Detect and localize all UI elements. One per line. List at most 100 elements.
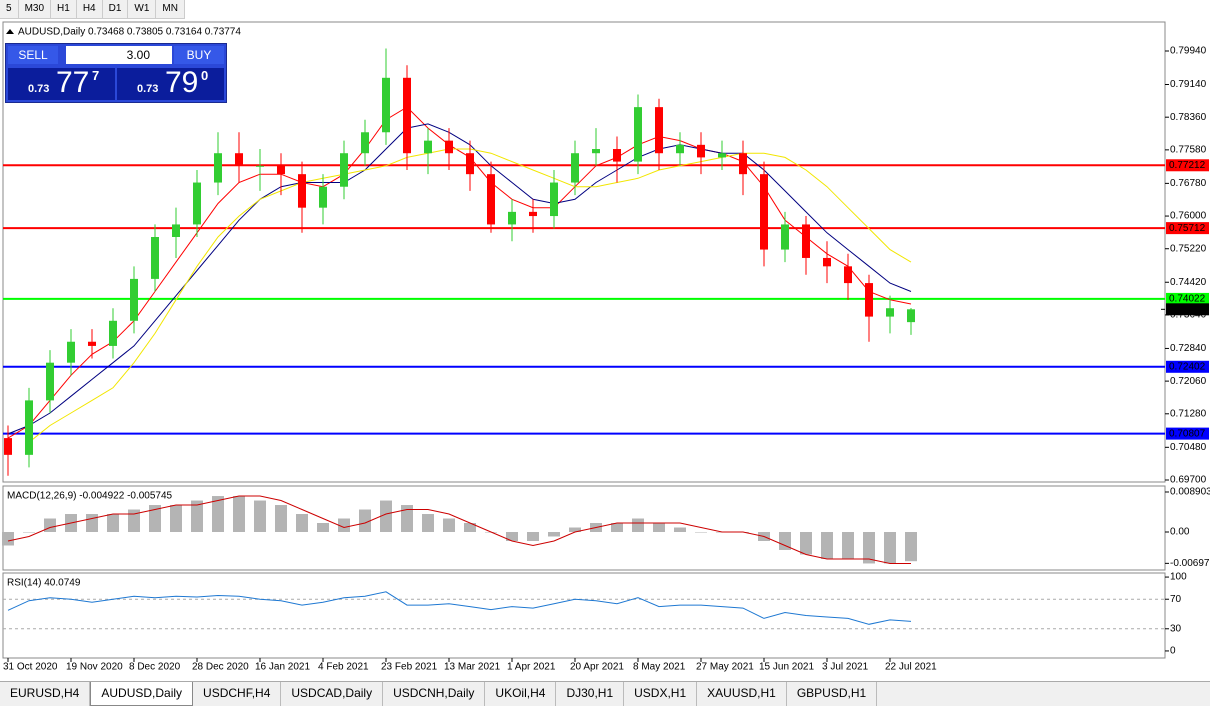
macd-bar <box>191 500 203 532</box>
timeframe-button[interactable]: MN <box>156 0 185 18</box>
macd-bar <box>464 523 476 532</box>
rsi-panel <box>2 572 1166 659</box>
level-label-box <box>1166 292 1209 305</box>
candle-body <box>4 438 12 455</box>
moving-average <box>7 123 912 435</box>
x-tick-label: 8 Dec 2020 <box>129 662 181 673</box>
y-tick-label: 0.72840 <box>1170 343 1207 354</box>
candle-body <box>109 320 117 346</box>
macd-bar <box>569 527 581 532</box>
y-tick-label: -0.006977 <box>1170 558 1210 569</box>
macd-bar <box>149 505 161 532</box>
macd-bar <box>170 505 182 532</box>
y-tick-label: 0.69700 <box>1170 475 1207 486</box>
chart-tab[interactable]: USDX,H1 <box>624 682 698 706</box>
macd-bar <box>317 523 329 532</box>
chart-tab[interactable]: USDCNH,Daily <box>383 682 486 706</box>
candle-body <box>25 400 33 455</box>
moving-average <box>28 148 912 443</box>
chart-tab[interactable]: USDCHF,H4 <box>193 682 282 706</box>
candle-body <box>802 224 810 258</box>
level-label-box <box>1166 159 1209 172</box>
level-label-box <box>1166 222 1209 235</box>
macd-bar <box>254 500 266 532</box>
timeframe-toolbar: 5 M30 H1 H4 D1 W1 MN <box>0 0 185 19</box>
timeframe-button[interactable]: H4 <box>77 0 103 18</box>
lot-input[interactable]: 3.00 <box>66 46 172 64</box>
panel-title: RSI(14) 40.0749 <box>7 578 81 589</box>
macd-bar <box>380 500 392 532</box>
x-tick-label: 4 Feb 2021 <box>318 662 369 673</box>
macd-bar <box>128 509 140 532</box>
ask-quote[interactable]: 0.73 79 0 <box>117 66 224 100</box>
macd-bar <box>527 531 539 541</box>
level-label-box <box>1166 360 1209 373</box>
candle-body <box>697 144 705 158</box>
timeframe-button[interactable]: D1 <box>103 0 129 18</box>
y-tick-label: 0.76780 <box>1170 178 1207 189</box>
candle-body <box>403 77 411 154</box>
macd-bar <box>863 531 875 564</box>
candle-body <box>907 309 915 323</box>
y-tick-label: 0.75220 <box>1170 243 1207 254</box>
candle-body <box>277 165 285 175</box>
bid-quote[interactable]: 0.73 77 7 <box>8 66 115 100</box>
y-tick-label: 0.77580 <box>1170 145 1207 156</box>
candle-body <box>844 266 852 284</box>
candle-body <box>319 186 327 208</box>
candle-body <box>634 107 642 162</box>
macd-bar <box>86 514 98 532</box>
buy-button[interactable]: BUY <box>174 46 224 64</box>
macd-bar <box>443 518 455 532</box>
candle-body <box>676 144 684 154</box>
candle-body <box>886 308 894 317</box>
y-tick-label: 70 <box>1170 594 1182 605</box>
x-tick-label: 13 Mar 2021 <box>444 662 501 673</box>
y-tick-label: 100 <box>1170 572 1187 583</box>
level-label: 0.70807 <box>1169 428 1206 439</box>
x-tick-label: 16 Jan 2021 <box>255 662 310 673</box>
x-tick-label: 31 Oct 2020 <box>3 662 58 673</box>
macd-bar <box>212 496 224 532</box>
y-tick-label: 30 <box>1170 623 1182 634</box>
timeframe-button[interactable]: H1 <box>51 0 77 18</box>
timeframe-button[interactable]: W1 <box>128 0 157 18</box>
macd-bar <box>695 531 707 533</box>
candle-body <box>466 153 474 175</box>
macd-bar <box>548 531 560 537</box>
candle-body <box>550 182 558 217</box>
macd-bar <box>44 518 56 532</box>
y-tick-label: 0.70480 <box>1170 442 1207 453</box>
chart-tab[interactable]: AUDUSD,Daily <box>90 682 194 706</box>
chart-tab[interactable]: GBPUSD,H1 <box>787 682 878 706</box>
candle-body <box>529 211 537 217</box>
candle-body <box>340 153 348 187</box>
sell-button[interactable]: SELL <box>8 46 58 64</box>
last-price-label: 0.73774 <box>1169 304 1206 315</box>
candle-body <box>613 149 621 162</box>
main-panel <box>2 21 1166 483</box>
level-label: 0.74022 <box>1169 294 1206 305</box>
chart-tab[interactable]: XAUUSD,H1 <box>697 682 787 706</box>
chart-tab[interactable]: EURUSD,H4 <box>0 682 91 706</box>
one-click-trading: SELL 3.00 BUY 0.73 77 7 0.73 79 0 <box>5 43 227 103</box>
level-label: 0.77212 <box>1169 160 1206 171</box>
chart-tab[interactable]: DJ30,H1 <box>556 682 625 706</box>
macd-bar <box>821 531 833 559</box>
candle-body <box>718 153 726 158</box>
chart-window: AUDUSD,Daily 0.73468 0.73805 0.73164 0.7… <box>2 21 1210 673</box>
collapse-icon <box>6 29 14 34</box>
macd-bar <box>632 518 644 532</box>
rsi-line <box>7 591 912 625</box>
candle-body <box>445 140 453 154</box>
chart-tab[interactable]: USDCAD,Daily <box>281 682 384 706</box>
timeframe-button[interactable]: M30 <box>19 0 52 18</box>
ask-main: 79 <box>165 66 199 99</box>
x-tick-label: 3 Jul 2021 <box>822 662 869 673</box>
bid-main: 77 <box>56 66 90 99</box>
y-tick-label: 0.72060 <box>1170 376 1207 387</box>
chart-tab[interactable]: UKOil,H4 <box>485 682 557 706</box>
level-label: 0.75712 <box>1169 223 1206 234</box>
timeframe-button[interactable]: 5 <box>0 0 19 18</box>
